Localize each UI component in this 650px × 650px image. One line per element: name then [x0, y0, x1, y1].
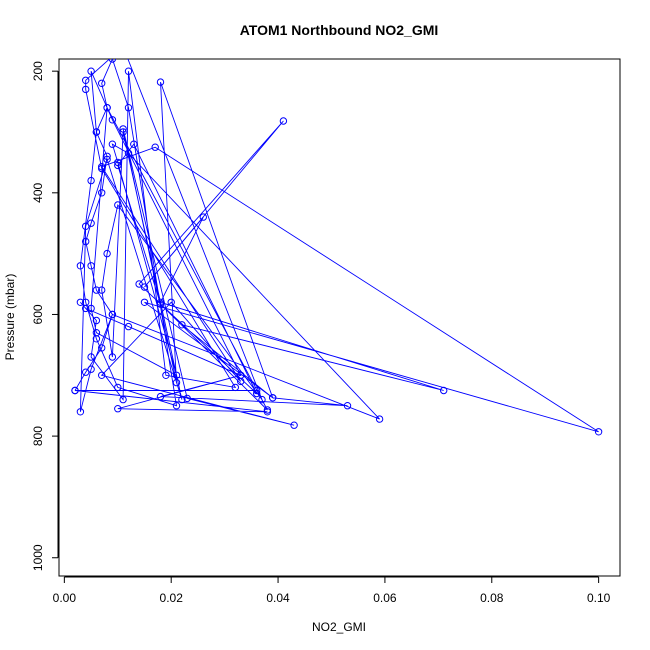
x-tick-label: 0.04 — [266, 591, 290, 605]
x-axis: 0.00 0.02 0.04 0.06 0.08 0.10 — [53, 576, 611, 605]
x-tick-label: 0.02 — [160, 591, 184, 605]
data-point — [114, 161, 122, 170]
data-point — [87, 304, 95, 313]
data-point — [108, 140, 117, 148]
data-point — [172, 371, 181, 379]
data-point — [108, 59, 117, 63]
data-point — [114, 383, 122, 392]
data-point — [92, 128, 101, 136]
data-point — [156, 298, 165, 306]
data-point — [253, 386, 261, 395]
data-point — [156, 392, 165, 401]
data-point — [263, 408, 272, 416]
x-tick-label: 0.06 — [373, 591, 397, 605]
data-point — [108, 353, 117, 361]
data-point — [103, 104, 111, 112]
data-point — [199, 213, 208, 221]
chart-title: ATOM1 Northbound NO2_GMI — [240, 22, 439, 38]
y-tick-label: 400 — [31, 182, 45, 202]
series-line — [74, 59, 599, 433]
data-point — [98, 163, 106, 171]
plot-frame — [58, 58, 621, 577]
data-point — [87, 176, 95, 185]
data-point — [76, 408, 85, 416]
data-point — [98, 189, 106, 197]
data-point — [130, 140, 138, 148]
data-point — [103, 152, 111, 161]
data-point — [98, 286, 106, 294]
y-tick-label: 800 — [31, 426, 45, 446]
data-point — [183, 394, 191, 403]
data-point — [119, 125, 127, 133]
x-tick-label: 0.00 — [53, 591, 77, 605]
data-point — [140, 298, 149, 306]
data-point — [82, 237, 90, 246]
data-point — [71, 386, 79, 395]
data-point — [120, 44, 126, 50]
y-tick-label: 1000 — [31, 544, 45, 571]
data-point — [98, 344, 106, 352]
data-point — [119, 128, 127, 136]
data-point — [82, 85, 90, 94]
data-point — [114, 201, 122, 209]
data-point — [76, 262, 85, 270]
data-point — [98, 371, 106, 379]
data-point — [108, 116, 117, 124]
data-point — [440, 386, 448, 395]
data-point — [124, 149, 133, 158]
data-point — [290, 421, 298, 429]
data-point — [82, 368, 90, 376]
data-point — [124, 322, 133, 331]
data-point — [108, 310, 117, 319]
data-point — [114, 158, 122, 167]
data-point — [124, 104, 133, 112]
data-point — [82, 304, 90, 313]
data-point — [87, 219, 95, 227]
data-point — [253, 389, 261, 398]
data-point — [92, 329, 101, 337]
data-point — [258, 395, 266, 404]
x-tick-label: 0.10 — [587, 591, 611, 605]
data-point — [119, 395, 127, 404]
data-point — [375, 415, 384, 423]
series-layer — [71, 44, 603, 436]
y-axis-label: Pressure (mbar) — [3, 274, 17, 361]
data-point — [279, 117, 288, 125]
data-point — [92, 286, 101, 294]
data-point — [135, 280, 143, 288]
data-point — [237, 371, 245, 379]
y-tick-label: 600 — [31, 304, 45, 324]
y-axis: 200 400 600 800 1000 — [31, 61, 59, 571]
data-point — [87, 262, 95, 270]
y-tick-label: 200 — [31, 61, 45, 81]
data-point — [162, 371, 170, 379]
data-point — [172, 378, 181, 387]
data-point — [82, 222, 90, 231]
data-point — [87, 67, 95, 75]
data-point — [231, 383, 240, 392]
data-point — [156, 78, 165, 86]
data-point — [103, 249, 111, 258]
data-point — [167, 298, 175, 306]
data-point — [178, 321, 186, 329]
data-point — [76, 298, 85, 306]
data-point — [114, 405, 122, 413]
data-point — [103, 155, 111, 164]
data-point — [87, 365, 95, 373]
data-point — [92, 316, 101, 325]
data-point — [87, 353, 95, 361]
data-point — [178, 395, 186, 404]
data-point — [151, 143, 159, 151]
data-point — [343, 402, 352, 410]
data-point — [140, 283, 149, 291]
data-point — [82, 76, 90, 85]
data-point — [124, 67, 133, 75]
data-point — [98, 79, 106, 88]
data-point — [269, 394, 277, 402]
data-point — [594, 428, 603, 436]
x-axis-label: NO2_GMI — [312, 620, 366, 634]
x-tick-label: 0.08 — [480, 591, 504, 605]
data-point — [172, 402, 181, 410]
